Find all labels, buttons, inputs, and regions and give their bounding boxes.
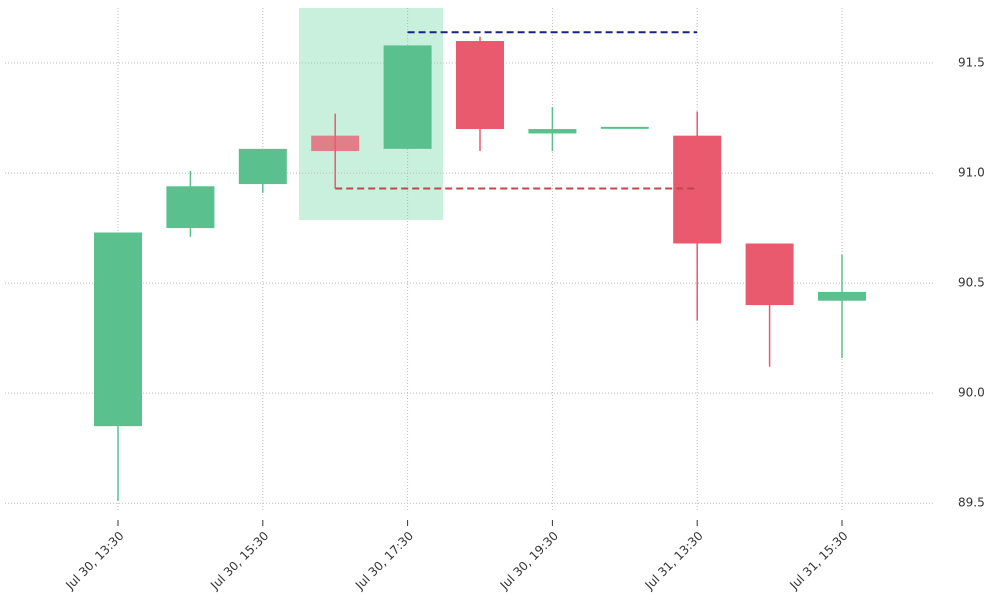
candle (745, 243, 794, 367)
y-tick-label: 90.0 (958, 386, 985, 400)
candle (238, 148, 287, 193)
candle-body (745, 243, 794, 306)
candle-body (94, 232, 142, 427)
candle-body (238, 148, 287, 185)
y-tick-label: 91.0 (958, 166, 985, 180)
x-tick-label: Jul 31, 15:30 (786, 529, 850, 593)
candle-body (456, 41, 504, 130)
candle (528, 107, 577, 152)
candle-body (528, 129, 577, 134)
candle-body (818, 291, 866, 301)
candle-body (311, 135, 360, 152)
candle-body (673, 135, 722, 244)
candle (383, 45, 432, 149)
candle (166, 170, 215, 237)
x-tick-label: Jul 31, 13:30 (642, 529, 706, 593)
y-tick-label: 91.5 (958, 56, 985, 70)
x-tick-label: Jul 30, 15:30 (207, 529, 271, 593)
candle (673, 111, 722, 321)
candle-body (166, 186, 215, 229)
candle (456, 36, 504, 152)
x-tick-label: Jul 30, 19:30 (497, 529, 561, 593)
candle (818, 254, 866, 358)
candle (311, 113, 360, 189)
x-tick-label: Jul 30, 13:30 (62, 529, 126, 593)
candle (600, 126, 649, 129)
y-tick-label: 89.5 (958, 496, 985, 510)
candle-body (600, 126, 649, 129)
candle (94, 232, 142, 501)
candle-body (383, 45, 432, 149)
y-tick-label: 90.5 (958, 276, 985, 290)
x-tick-label: Jul 30, 17:30 (352, 529, 416, 593)
